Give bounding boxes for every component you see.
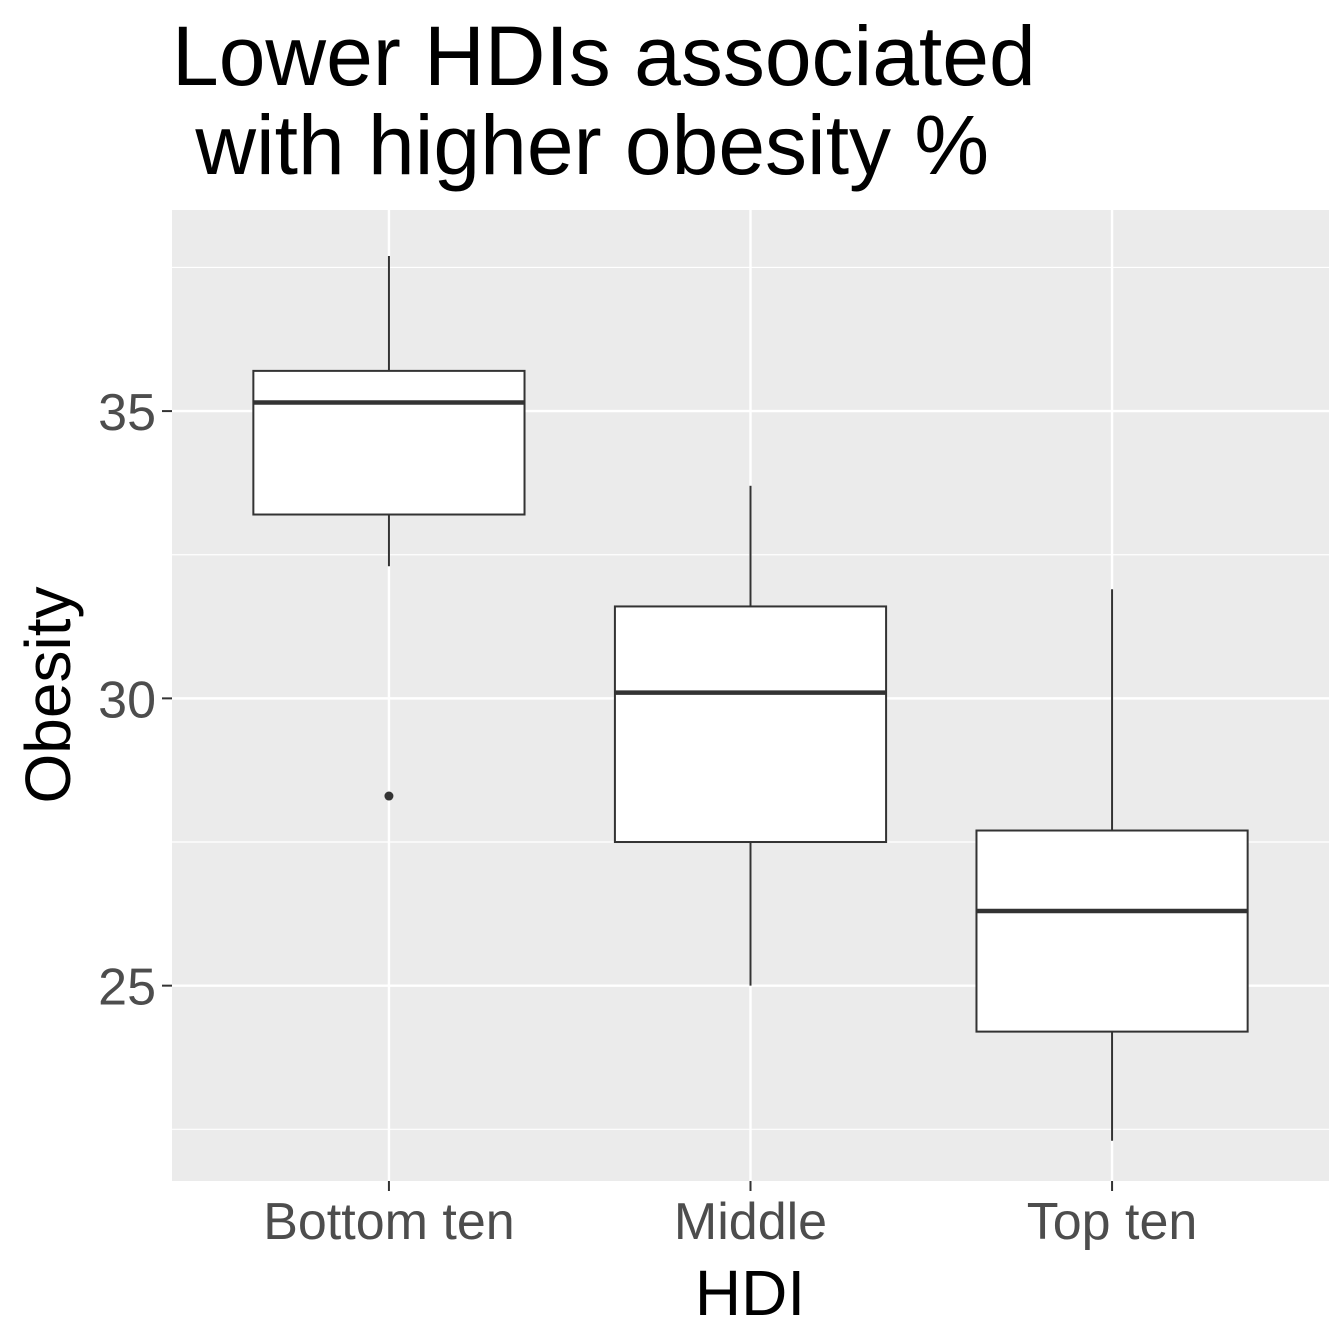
box-group	[613, 485, 888, 986]
iqr-box	[613, 605, 888, 844]
x-axis-title: HDI	[695, 1257, 805, 1329]
outlier-point	[384, 791, 394, 801]
iqr-box	[252, 369, 526, 516]
y-axis-title: Obesity	[12, 587, 84, 804]
axis-layer: 25 30 35 Bottom ten Middle Top ten	[98, 384, 1197, 1251]
iqr-box	[975, 829, 1249, 1033]
x-tick-label: Bottom ten	[263, 1193, 514, 1251]
box-group	[975, 589, 1249, 1141]
box-layer	[252, 255, 1249, 1141]
chart-title-line-2: with higher obesity %	[172, 98, 990, 192]
y-tick-label: 35	[98, 384, 156, 442]
box-group	[252, 255, 526, 801]
x-tick-label: Top ten	[1027, 1193, 1198, 1251]
y-tick-label: 30	[98, 671, 156, 729]
y-tick-label: 25	[98, 959, 156, 1017]
chart-title-line-1: Lower HDIs associated	[172, 9, 1036, 103]
x-tick-label: Middle	[674, 1193, 827, 1251]
